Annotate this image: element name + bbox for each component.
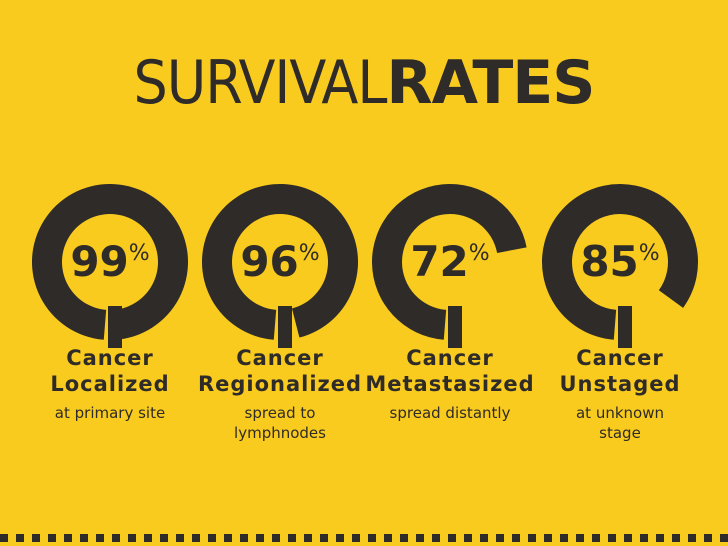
title-light: SURVIVAL [133, 48, 388, 118]
value-number: 72 [410, 237, 468, 286]
value-label: 72% [410, 237, 489, 286]
title-bold: RATES [386, 48, 595, 118]
value-label: 85% [580, 237, 659, 286]
gauge-stem [108, 306, 122, 348]
category-label: Cancer Unstaged [559, 346, 681, 396]
value-unit: % [129, 241, 150, 266]
gauge-arc [32, 183, 189, 340]
value-number: 85 [580, 237, 638, 286]
title: SURVIVALRATES [0, 48, 728, 118]
gauge-arc [542, 184, 698, 340]
gauge-stem [278, 306, 292, 348]
value-label: 96% [240, 237, 319, 286]
description: spread to lymphnodes [234, 404, 326, 442]
gauge-arc [202, 184, 359, 340]
value-number: 99 [70, 237, 128, 286]
value-unit: % [469, 241, 490, 266]
category-label: Cancer Regionalized [197, 346, 363, 396]
value-unit: % [299, 241, 320, 266]
description: at primary site [54, 404, 166, 422]
gauge-arc [372, 183, 527, 340]
category-label: Cancer Metastasized [365, 346, 535, 396]
value-unit: % [639, 241, 660, 266]
value-number: 96 [240, 237, 298, 286]
gauge-stem [448, 306, 462, 348]
category-label: Cancer Localized [50, 346, 170, 396]
value-label: 99% [70, 237, 149, 286]
gauge-stem [618, 306, 632, 348]
description: spread distantly [389, 404, 511, 422]
description: at unknown stage [575, 404, 664, 442]
